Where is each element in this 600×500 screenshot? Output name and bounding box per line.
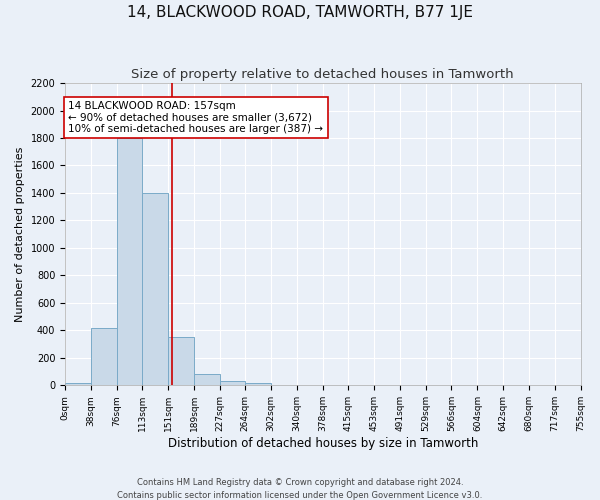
Bar: [245, 383, 271, 386]
Bar: [220, 381, 245, 386]
Text: 14 BLACKWOOD ROAD: 157sqm
← 90% of detached houses are smaller (3,672)
10% of se: 14 BLACKWOOD ROAD: 157sqm ← 90% of detac…: [68, 101, 323, 134]
Text: 14, BLACKWOOD ROAD, TAMWORTH, B77 1JE: 14, BLACKWOOD ROAD, TAMWORTH, B77 1JE: [127, 5, 473, 20]
X-axis label: Distribution of detached houses by size in Tamworth: Distribution of detached houses by size …: [167, 437, 478, 450]
Bar: [194, 374, 220, 386]
Bar: [142, 193, 168, 386]
Bar: [65, 384, 91, 386]
Bar: [168, 338, 194, 386]
Text: Contains HM Land Registry data © Crown copyright and database right 2024.
Contai: Contains HM Land Registry data © Crown c…: [118, 478, 482, 500]
Title: Size of property relative to detached houses in Tamworth: Size of property relative to detached ho…: [131, 68, 514, 80]
Y-axis label: Number of detached properties: Number of detached properties: [15, 146, 25, 322]
Bar: [91, 328, 117, 386]
Bar: [117, 138, 142, 386]
